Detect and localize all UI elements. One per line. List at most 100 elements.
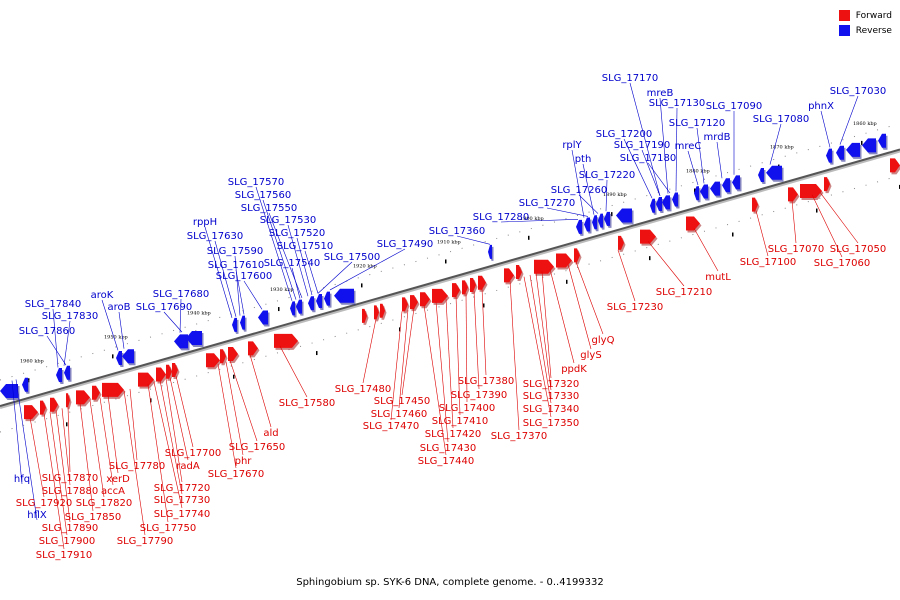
reverse-gene — [116, 350, 122, 365]
gene-label-rpph: rppH — [193, 217, 217, 228]
leader-line — [153, 382, 183, 509]
leader-line — [473, 290, 480, 390]
gene-label-slg-17090: SLG_17090 — [706, 101, 762, 112]
gene-label-slg-17580: SLG_17580 — [279, 398, 335, 409]
leader-line — [11, 380, 23, 485]
forward-gene — [534, 259, 554, 274]
reverse-gene — [836, 145, 844, 160]
scale-label: 1860 kbp — [853, 121, 877, 127]
gene-label-phr: phr — [235, 456, 253, 467]
leader-line — [304, 250, 319, 294]
gene-label-slg-17380: SLG_17380 — [458, 376, 514, 387]
reverse-gene — [64, 365, 70, 380]
scale-label: 1900 kbp — [520, 216, 544, 222]
leader-line — [567, 264, 592, 350]
forward-gene — [420, 292, 430, 307]
gene-label-glys: glyS — [580, 350, 601, 361]
gene-label-slg-17630: SLG_17630 — [187, 231, 243, 242]
reverse-gene — [592, 215, 597, 230]
reverse-gene — [826, 148, 832, 163]
leader-line — [287, 224, 309, 297]
reverse-gene — [846, 142, 860, 157]
gene-label-slg-17270: SLG_17270 — [519, 198, 575, 209]
forward-gene — [24, 405, 38, 420]
scale-tick — [112, 354, 114, 359]
forward-gene — [890, 158, 900, 173]
legend-reverse: Reverse — [838, 23, 892, 38]
forward-gene — [362, 308, 367, 323]
leader-line — [235, 269, 245, 315]
leader-line — [445, 298, 454, 429]
leader-line — [647, 162, 671, 194]
forward-gene — [462, 280, 468, 295]
forward-gene — [478, 275, 486, 290]
reverse-gene — [584, 217, 590, 232]
scale-tick — [611, 212, 613, 217]
scale-tick — [66, 422, 68, 427]
gene-label-slg-17420: SLG_17420 — [425, 429, 481, 440]
leader-line — [204, 226, 233, 318]
reverse-gene — [232, 317, 237, 332]
reverse-swatch — [838, 25, 850, 36]
leader-line — [234, 255, 241, 316]
scale-label: 1890 kbp — [603, 192, 627, 198]
leader-line — [423, 305, 447, 456]
gene-label-glyq: glyQ — [592, 335, 615, 346]
gene-label-slg-17530: SLG_17530 — [260, 215, 316, 226]
scale-label: 1960 kbp — [20, 358, 44, 364]
scale-dots-upper — [0, 123, 900, 381]
gene-label-slg-17460: SLG_17460 — [371, 409, 427, 420]
reverse-gene — [710, 181, 720, 196]
gene-label-hflx: hflX — [27, 510, 47, 521]
leader-line — [262, 199, 297, 300]
leader-line — [329, 248, 406, 291]
gene-label-slg-17790: SLG_17790 — [117, 536, 173, 547]
reverse-gene — [672, 192, 678, 207]
leader-line — [629, 82, 661, 196]
forward-gene — [156, 367, 166, 382]
gene-label-slg-17360: SLG_17360 — [429, 226, 485, 237]
gene-label-slg-17780: SLG_17780 — [109, 461, 165, 472]
forward-gene — [138, 372, 154, 387]
gene-label-slg-17700: SLG_17700 — [165, 448, 221, 459]
gene-label-slg-17610: SLG_17610 — [208, 260, 264, 271]
leader-line — [55, 410, 71, 523]
gene-label-ppdk: ppdK — [561, 364, 587, 375]
leader-line — [175, 375, 194, 448]
leader-line — [61, 408, 71, 486]
reverse-gene — [488, 244, 492, 259]
leader-line — [578, 194, 599, 214]
gene-label-slg-17550: SLG_17550 — [241, 203, 297, 214]
gene-label-slg-17840: SLG_17840 — [25, 299, 81, 310]
gene-label-hfq: hfq — [14, 474, 30, 485]
forward-gene — [92, 385, 100, 400]
scale-tick — [233, 374, 235, 379]
leader-line — [52, 308, 59, 368]
gene-label-arok: aroK — [91, 290, 114, 301]
leader-line — [549, 269, 575, 364]
reverse-gene — [576, 219, 582, 234]
legend-reverse-label: Reverse — [855, 25, 892, 36]
gene-label-mutl: mutL — [705, 272, 731, 283]
leader-line — [529, 274, 552, 404]
forward-swatch — [838, 10, 850, 21]
leader-line — [243, 280, 263, 310]
reverse-gene — [878, 133, 886, 148]
leader-line — [582, 163, 595, 215]
forward-gene — [40, 400, 46, 415]
leader-line — [535, 273, 552, 391]
gene-label-slg-17200: SLG_17200 — [596, 129, 652, 140]
leader-line — [362, 318, 377, 384]
gene-label-slg-17060: SLG_17060 — [814, 258, 870, 269]
leader-line — [129, 388, 138, 461]
gene-label-slg-17130: SLG_17130 — [649, 98, 705, 109]
gene-label-slg-17540: SLG_17540 — [264, 258, 320, 269]
leader-line — [641, 149, 661, 197]
gene-label-slg-17570: SLG_17570 — [228, 177, 284, 188]
gene-label-slg-17430: SLG_17430 — [420, 443, 476, 454]
leader-line — [163, 311, 183, 333]
gene-label-slg-17340: SLG_17340 — [523, 404, 579, 415]
gene-label-slg-17510: SLG_17510 — [277, 241, 333, 252]
forward-gene — [618, 235, 624, 250]
forward-gene — [402, 297, 408, 312]
